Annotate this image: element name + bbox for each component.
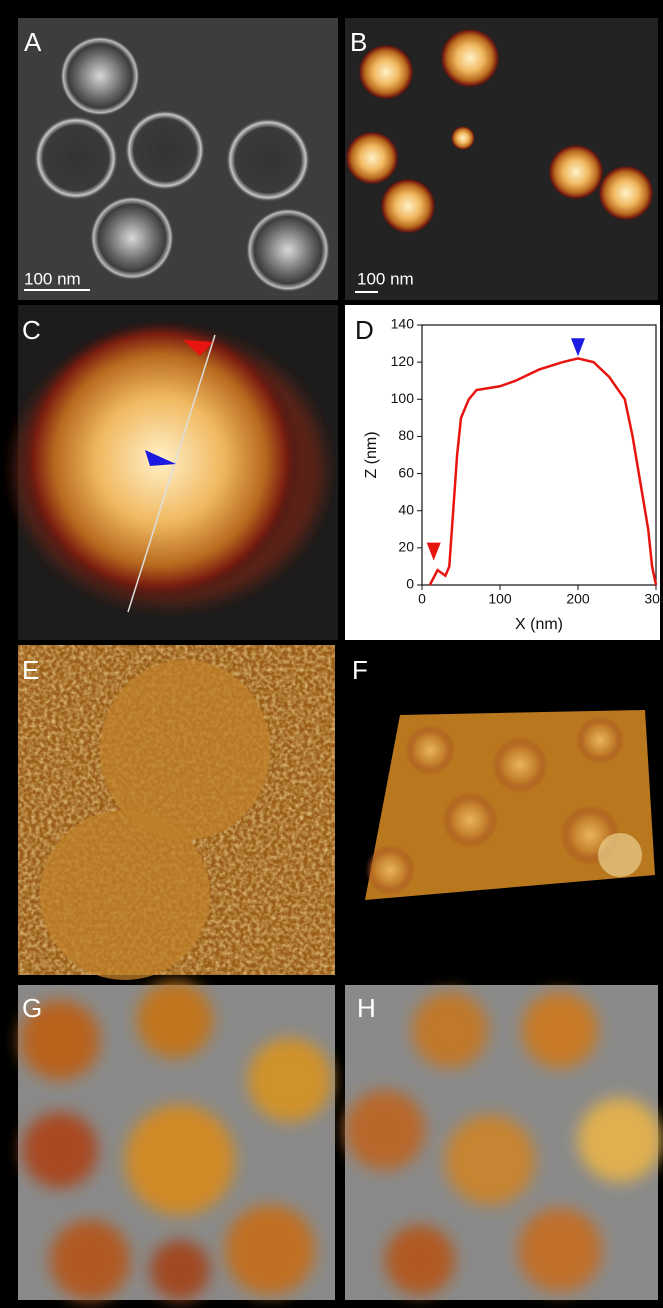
bump xyxy=(365,845,415,895)
bump xyxy=(405,725,455,775)
y-tick-label: 0 xyxy=(406,576,414,592)
panel-label: C xyxy=(22,315,41,345)
y-tick-label: 40 xyxy=(398,501,414,517)
particle xyxy=(380,178,436,234)
x-tick-label: 300 xyxy=(644,591,663,607)
y-axis-label: Z (nm) xyxy=(363,431,380,478)
x-tick-label: 0 xyxy=(418,591,426,607)
panel-label: G xyxy=(22,993,42,1023)
particle xyxy=(440,28,500,88)
x-tick-label: 100 xyxy=(488,591,512,607)
virus xyxy=(125,110,205,190)
particle xyxy=(548,144,604,200)
panel-label: A xyxy=(24,27,42,57)
particle xyxy=(345,131,399,185)
virus xyxy=(34,116,118,200)
scale-bar-label: 100 nm xyxy=(357,269,414,288)
panel-label: D xyxy=(355,315,374,345)
particle xyxy=(451,126,475,150)
panel-label: B xyxy=(350,27,367,57)
panel-label: E xyxy=(22,655,39,685)
particle xyxy=(598,165,654,221)
y-tick-label: 60 xyxy=(398,464,414,480)
virus xyxy=(60,36,140,116)
bump xyxy=(442,792,498,848)
x-tick-label: 200 xyxy=(566,591,590,607)
panel-label: F xyxy=(352,655,368,685)
y-tick-label: 100 xyxy=(391,390,415,406)
highlight xyxy=(598,833,642,877)
y-tick-label: 120 xyxy=(391,353,415,369)
virus xyxy=(226,118,310,202)
particle xyxy=(40,810,210,980)
scale-bar-label: 100 nm xyxy=(24,269,81,288)
virus xyxy=(246,208,330,292)
y-tick-label: 80 xyxy=(398,427,414,443)
bump xyxy=(576,716,624,764)
y-tick-label: 20 xyxy=(398,539,414,555)
figure: A 100 nm B 100 nm C D 0 20 40 60 80 100 120 140… xyxy=(0,0,663,1308)
bump xyxy=(492,737,548,793)
x-axis-label: X (nm) xyxy=(515,616,563,633)
panel-label: H xyxy=(357,993,376,1023)
virus xyxy=(90,196,174,280)
y-tick-label: 140 xyxy=(391,316,415,332)
